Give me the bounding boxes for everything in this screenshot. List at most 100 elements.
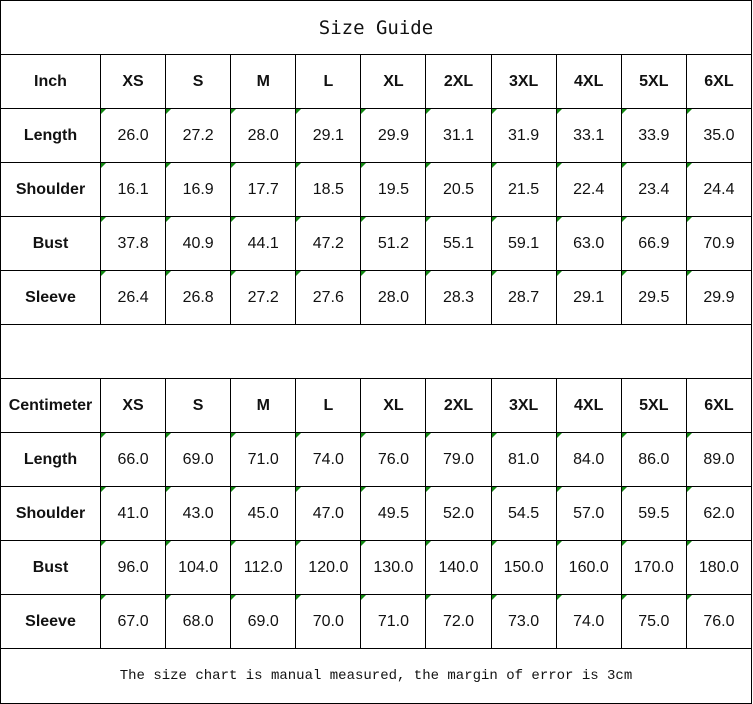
measurement-cell: 71.0: [360, 594, 427, 649]
measurement-cell: 29.5: [620, 270, 687, 325]
measurement-cell: 33.9: [620, 108, 687, 163]
measurement-cell: 150.0: [490, 540, 557, 595]
size-header-6xl: 6XL: [685, 378, 753, 433]
size-header-5xl: 5XL: [620, 378, 687, 433]
measurement-cell: 27.6: [295, 270, 362, 325]
measurement-cell: 89.0: [685, 432, 753, 487]
spacer-row: [0, 324, 752, 379]
measurement-cell: 20.5: [425, 162, 492, 217]
row-label-bust: Bust: [0, 540, 101, 595]
measurement-cell: 51.2: [360, 216, 427, 271]
measurement-cell: 29.1: [295, 108, 362, 163]
measurement-cell: 16.9: [165, 162, 232, 217]
measurement-cell: 59.1: [490, 216, 557, 271]
measurement-cell: 57.0: [555, 486, 622, 541]
measurement-cell: 81.0: [490, 432, 557, 487]
measurement-cell: 170.0: [620, 540, 687, 595]
table-row: Sleeve 26.4 26.8 27.2 27.6 28.0 28.3 28.7 29.1 29…: [0, 270, 753, 325]
row-label-sleeve: Sleeve: [0, 594, 101, 649]
centimeter-unit-label: Centimeter: [0, 378, 101, 433]
spacer-cell: [0, 324, 752, 379]
measurement-cell: 67.0: [99, 594, 167, 649]
measurement-cell: 24.4: [685, 162, 753, 217]
measurement-cell: 74.0: [295, 432, 362, 487]
size-header-4xl: 4XL: [555, 378, 622, 433]
measurement-cell: 112.0: [230, 540, 297, 595]
measurement-cell: 180.0: [685, 540, 753, 595]
measurement-cell: 31.1: [425, 108, 492, 163]
measurement-cell: 75.0: [620, 594, 687, 649]
size-header-2xl: 2XL: [425, 378, 492, 433]
centimeter-header-row: Centimeter XS S M L XL 2XL 3XL 4XL 5XL 6XL: [0, 378, 753, 433]
measurement-cell: 84.0: [555, 432, 622, 487]
measurement-cell: 28.0: [360, 270, 427, 325]
measurement-cell: 27.2: [165, 108, 232, 163]
measurement-cell: 31.9: [490, 108, 557, 163]
measurement-cell: 26.4: [99, 270, 167, 325]
measurement-cell: 76.0: [360, 432, 427, 487]
measurement-cell: 21.5: [490, 162, 557, 217]
table-row: Bust 96.0 104.0 112.0 120.0 130.0 140.0 150.0 16…: [0, 540, 753, 595]
measurement-cell: 33.1: [555, 108, 622, 163]
measurement-cell: 43.0: [165, 486, 232, 541]
table-row: Shoulder 41.0 43.0 45.0 47.0 49.5 52.0 54.5 57.0…: [0, 486, 753, 541]
title-row: Size Guide: [0, 0, 752, 55]
size-header-m: M: [230, 378, 297, 433]
measurement-cell: 19.5: [360, 162, 427, 217]
table-title: Size Guide: [0, 0, 752, 55]
measurement-cell: 52.0: [425, 486, 492, 541]
measurement-cell: 28.7: [490, 270, 557, 325]
measurement-cell: 29.9: [685, 270, 753, 325]
measurement-cell: 41.0: [99, 486, 167, 541]
measurement-cell: 140.0: [425, 540, 492, 595]
size-header-2xl: 2XL: [425, 54, 492, 109]
measurement-cell: 18.5: [295, 162, 362, 217]
row-label-shoulder: Shoulder: [0, 162, 101, 217]
measurement-cell: 104.0: [165, 540, 232, 595]
measurement-cell: 49.5: [360, 486, 427, 541]
measurement-cell: 71.0: [230, 432, 297, 487]
size-header-m: M: [230, 54, 297, 109]
size-header-4xl: 4XL: [555, 54, 622, 109]
size-header-5xl: 5XL: [620, 54, 687, 109]
size-header-xl: XL: [360, 54, 427, 109]
table-row: Length 26.0 27.2 28.0 29.1 29.9 31.1 31.9 33.1 33…: [0, 108, 753, 163]
measurement-cell: 72.0: [425, 594, 492, 649]
measurement-cell: 69.0: [165, 432, 232, 487]
measurement-cell: 35.0: [685, 108, 753, 163]
measurement-cell: 45.0: [230, 486, 297, 541]
measurement-cell: 70.0: [295, 594, 362, 649]
measurement-cell: 26.8: [165, 270, 232, 325]
table-row: Shoulder 16.1 16.9 17.7 18.5 19.5 20.5 21.5 22.4…: [0, 162, 753, 217]
measurement-cell: 40.9: [165, 216, 232, 271]
inch-header-row: Inch XS S M L XL 2XL 3XL 4XL 5XL 6XL: [0, 54, 753, 109]
table-row: Sleeve 67.0 68.0 69.0 70.0 71.0 72.0 73.0 74.0 75…: [0, 594, 753, 649]
measurement-cell: 29.1: [555, 270, 622, 325]
measurement-cell: 86.0: [620, 432, 687, 487]
measurement-cell: 37.8: [99, 216, 167, 271]
measurement-cell: 66.9: [620, 216, 687, 271]
measurement-cell: 73.0: [490, 594, 557, 649]
size-header-xs: XS: [99, 378, 167, 433]
row-label-shoulder: Shoulder: [0, 486, 101, 541]
inch-unit-label: Inch: [0, 54, 101, 109]
measurement-cell: 79.0: [425, 432, 492, 487]
measurement-cell: 69.0: [230, 594, 297, 649]
size-header-xs: XS: [99, 54, 167, 109]
measurement-note: The size chart is manual measured, the m…: [0, 648, 752, 704]
size-header-l: L: [295, 54, 362, 109]
measurement-cell: 130.0: [360, 540, 427, 595]
measurement-cell: 17.7: [230, 162, 297, 217]
measurement-cell: 66.0: [99, 432, 167, 487]
measurement-cell: 28.0: [230, 108, 297, 163]
size-header-s: S: [165, 378, 232, 433]
measurement-cell: 96.0: [99, 540, 167, 595]
row-label-length: Length: [0, 432, 101, 487]
measurement-cell: 54.5: [490, 486, 557, 541]
measurement-cell: 63.0: [555, 216, 622, 271]
measurement-cell: 47.2: [295, 216, 362, 271]
measurement-cell: 47.0: [295, 486, 362, 541]
measurement-cell: 22.4: [555, 162, 622, 217]
